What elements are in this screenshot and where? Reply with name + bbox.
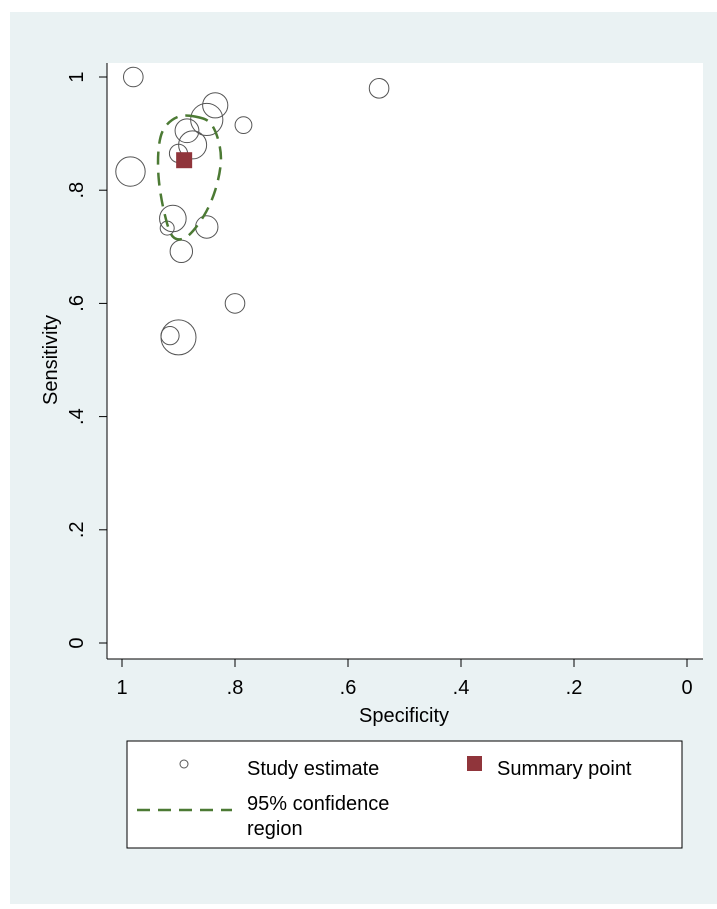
- y-tick-label: 0: [66, 637, 88, 648]
- x-tick-label: 0: [681, 677, 692, 699]
- summary-point: [176, 152, 193, 169]
- study-estimate-point: [224, 293, 246, 314]
- y-tick-label: .4: [66, 408, 88, 425]
- x-tick-label: .2: [566, 677, 583, 699]
- legend-summary-label: Summary point: [497, 758, 632, 780]
- study-estimate-point: [115, 156, 146, 187]
- y-axis-title: Sensitivity: [40, 315, 62, 405]
- study-estimate-point: [202, 92, 229, 119]
- study-estimate-point: [178, 130, 208, 160]
- y-tick-label: 1: [66, 71, 88, 82]
- legend-summary-marker: [467, 756, 482, 771]
- confidence-region-path: [156, 114, 223, 241]
- y-axis-ticks: 0 .2 .4 .6 .8 1: [66, 71, 107, 649]
- x-tick-label: 1: [116, 677, 127, 699]
- x-axis-ticks: 1 .8 .6 .4 .2 0: [116, 659, 693, 699]
- legend-region-label-line2: region: [247, 818, 303, 840]
- study-estimate-point: [368, 78, 390, 99]
- legend: Study estimate Summary point 95% confide…: [126, 740, 683, 849]
- legend-region-label-line1: 95% confidence: [247, 793, 389, 815]
- legend-study-marker: [179, 759, 189, 769]
- plot-area: [107, 63, 703, 659]
- x-tick-label: .4: [453, 677, 470, 699]
- legend-study-label: Study estimate: [247, 758, 379, 780]
- study-estimate-point: [160, 326, 180, 346]
- x-tick-label: .8: [227, 677, 244, 699]
- x-tick-label: .6: [340, 677, 357, 699]
- study-estimate-point: [174, 118, 200, 144]
- plot-marks: [115, 66, 390, 356]
- y-tick-label: .6: [66, 295, 88, 312]
- study-estimate-point: [123, 66, 144, 88]
- legend-box: [126, 740, 683, 849]
- study-estimate-point: [234, 116, 253, 135]
- y-tick-label: .8: [66, 182, 88, 199]
- y-tick-label: .2: [66, 521, 88, 538]
- x-axis-title: Specificity: [359, 705, 449, 727]
